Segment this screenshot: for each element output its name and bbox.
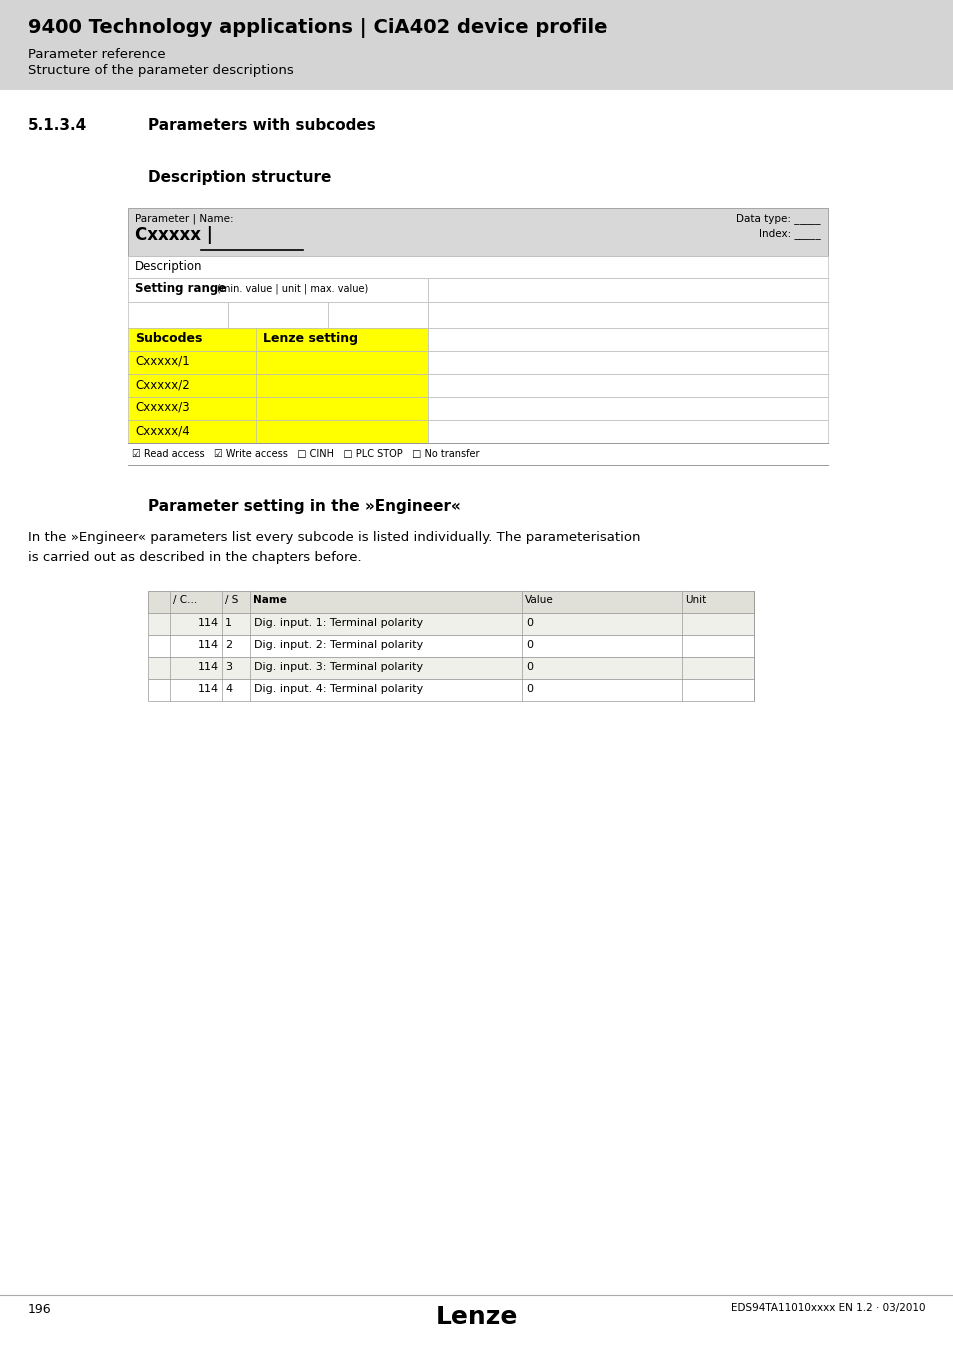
Text: Subcodes: Subcodes	[135, 332, 202, 346]
Bar	[128, 420, 428, 443]
Text: Cxxxxx/1: Cxxxxx/1	[135, 355, 190, 369]
Text: Dig. input. 1: Terminal polarity: Dig. input. 1: Terminal polarity	[253, 618, 423, 628]
Text: 114: 114	[197, 662, 219, 672]
Bar	[328, 302, 428, 328]
Bar	[428, 302, 827, 328]
Bar	[428, 351, 827, 374]
Text: 3: 3	[225, 662, 232, 672]
Bar	[128, 302, 228, 328]
Text: Description structure: Description structure	[148, 170, 331, 185]
Text: Setting range: Setting range	[135, 282, 230, 296]
Bar	[128, 351, 428, 374]
Text: Dig. input. 3: Terminal polarity: Dig. input. 3: Terminal polarity	[253, 662, 423, 672]
Text: Structure of the parameter descriptions: Structure of the parameter descriptions	[28, 63, 294, 77]
Bar	[228, 302, 328, 328]
Text: 5.1.3.4: 5.1.3.4	[28, 117, 87, 134]
Bar	[128, 256, 827, 278]
Text: Parameter setting in the »Engineer«: Parameter setting in the »Engineer«	[148, 500, 460, 514]
Bar	[0, 0, 953, 90]
Bar	[148, 634, 753, 657]
Bar	[148, 679, 753, 701]
Bar	[128, 328, 428, 351]
Text: Parameter reference: Parameter reference	[28, 49, 166, 61]
Text: ☑ Read access   ☑ Write access   □ CINH   □ PLC STOP   □ No transfer: ☑ Read access ☑ Write access □ CINH □ PL…	[132, 450, 479, 459]
Text: 0: 0	[525, 618, 533, 628]
Text: Dig. input. 2: Terminal polarity: Dig. input. 2: Terminal polarity	[253, 640, 423, 649]
Text: In the »Engineer« parameters list every subcode is listed individually. The para: In the »Engineer« parameters list every …	[28, 531, 639, 544]
Bar	[128, 208, 827, 256]
Text: / C...: / C...	[172, 595, 197, 605]
Text: 1: 1	[225, 618, 232, 628]
Text: Index: _____: Index: _____	[759, 228, 821, 239]
Text: Cxxxxx |: Cxxxxx |	[135, 225, 213, 244]
Text: Cxxxxx/4: Cxxxxx/4	[135, 424, 190, 437]
Text: 9400 Technology applications | CiA402 device profile: 9400 Technology applications | CiA402 de…	[28, 18, 607, 38]
Text: / S: / S	[225, 595, 238, 605]
Text: (min. value | unit | max. value): (min. value | unit | max. value)	[216, 284, 368, 293]
Text: EDS94TA11010xxxx EN 1.2 · 03/2010: EDS94TA11010xxxx EN 1.2 · 03/2010	[731, 1303, 925, 1314]
Text: 0: 0	[525, 662, 533, 672]
Text: Lenze setting: Lenze setting	[263, 332, 357, 346]
Text: Description: Description	[135, 261, 202, 273]
Bar	[148, 591, 753, 613]
Bar	[128, 374, 428, 397]
Text: Dig. input. 4: Terminal polarity: Dig. input. 4: Terminal polarity	[253, 684, 423, 694]
Text: Parameters with subcodes: Parameters with subcodes	[148, 117, 375, 134]
Text: 114: 114	[197, 640, 219, 649]
Text: 114: 114	[197, 618, 219, 628]
Bar	[128, 397, 428, 420]
Bar	[148, 613, 753, 634]
Text: 0: 0	[525, 640, 533, 649]
Text: Cxxxxx/3: Cxxxxx/3	[135, 401, 190, 414]
Text: 4: 4	[225, 684, 232, 694]
Bar	[428, 374, 827, 397]
Text: 114: 114	[197, 684, 219, 694]
Bar	[128, 278, 428, 302]
Bar	[428, 397, 827, 420]
Text: is carried out as described in the chapters before.: is carried out as described in the chapt…	[28, 551, 361, 564]
Text: Unit: Unit	[684, 595, 705, 605]
Text: Parameter | Name:: Parameter | Name:	[135, 213, 233, 224]
Text: Lenze: Lenze	[436, 1305, 517, 1328]
Text: Data type: _____: Data type: _____	[736, 213, 821, 224]
Text: Name: Name	[253, 595, 287, 605]
Bar	[428, 278, 827, 302]
Text: 2: 2	[225, 640, 232, 649]
Text: 196: 196	[28, 1303, 51, 1316]
Text: Cxxxxx/2: Cxxxxx/2	[135, 378, 190, 392]
Text: Value: Value	[524, 595, 553, 605]
Bar	[428, 420, 827, 443]
Text: 0: 0	[525, 684, 533, 694]
Bar	[148, 657, 753, 679]
Bar	[428, 328, 827, 351]
